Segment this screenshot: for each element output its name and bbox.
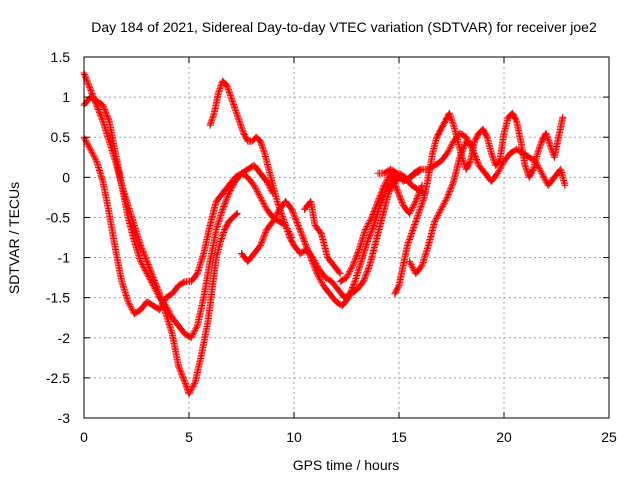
series-satellite-track-9 [336, 169, 426, 286]
plus-markers [406, 137, 476, 278]
y-tick-label: -2 [58, 330, 71, 346]
series-satellite-track-10 [301, 197, 344, 278]
y-tick-label: 0 [62, 169, 70, 185]
series-satellite-track-3 [80, 69, 241, 398]
y-tick-label: -3 [58, 410, 71, 426]
y-tick-label: 1 [62, 89, 70, 105]
plot-frame [83, 56, 610, 419]
y-axis-label: SDTVAR / TECUs [6, 182, 22, 294]
y-tick-label: -2.5 [46, 370, 70, 386]
y-tick-label: -1.5 [46, 290, 70, 306]
plus-markers [301, 197, 344, 278]
plus-markers [80, 69, 241, 398]
x-tick-label: 0 [80, 429, 88, 445]
data-series [80, 69, 569, 398]
x-axis-ticks: 0 5 10 15 20 25 [80, 57, 617, 445]
series-satellite-track-6 [391, 109, 567, 298]
x-tick-label: 10 [286, 429, 302, 445]
x-tick-label: 20 [496, 429, 512, 445]
x-axis-label: GPS time / hours [293, 457, 400, 473]
y-tick-label: 0.5 [51, 129, 71, 145]
chart-title: Day 184 of 2021, Sidereal Day-to-day VTE… [91, 19, 597, 35]
y-axis-ticks: -3 -2.5 -2 -1.5 -1 -0.5 0 0.5 1 1.5 [46, 49, 609, 426]
x-tick-label: 25 [601, 429, 617, 445]
x-tick-label: 15 [391, 429, 407, 445]
plus-markers [336, 169, 426, 286]
y-tick-label: -1 [58, 250, 71, 266]
y-tick-label: -0.5 [46, 209, 70, 225]
series-satellite-track-8 [406, 137, 476, 278]
y-tick-label: 1.5 [51, 49, 71, 65]
x-tick-label: 5 [185, 429, 193, 445]
grid-lines [84, 57, 609, 418]
plus-markers [391, 109, 567, 298]
